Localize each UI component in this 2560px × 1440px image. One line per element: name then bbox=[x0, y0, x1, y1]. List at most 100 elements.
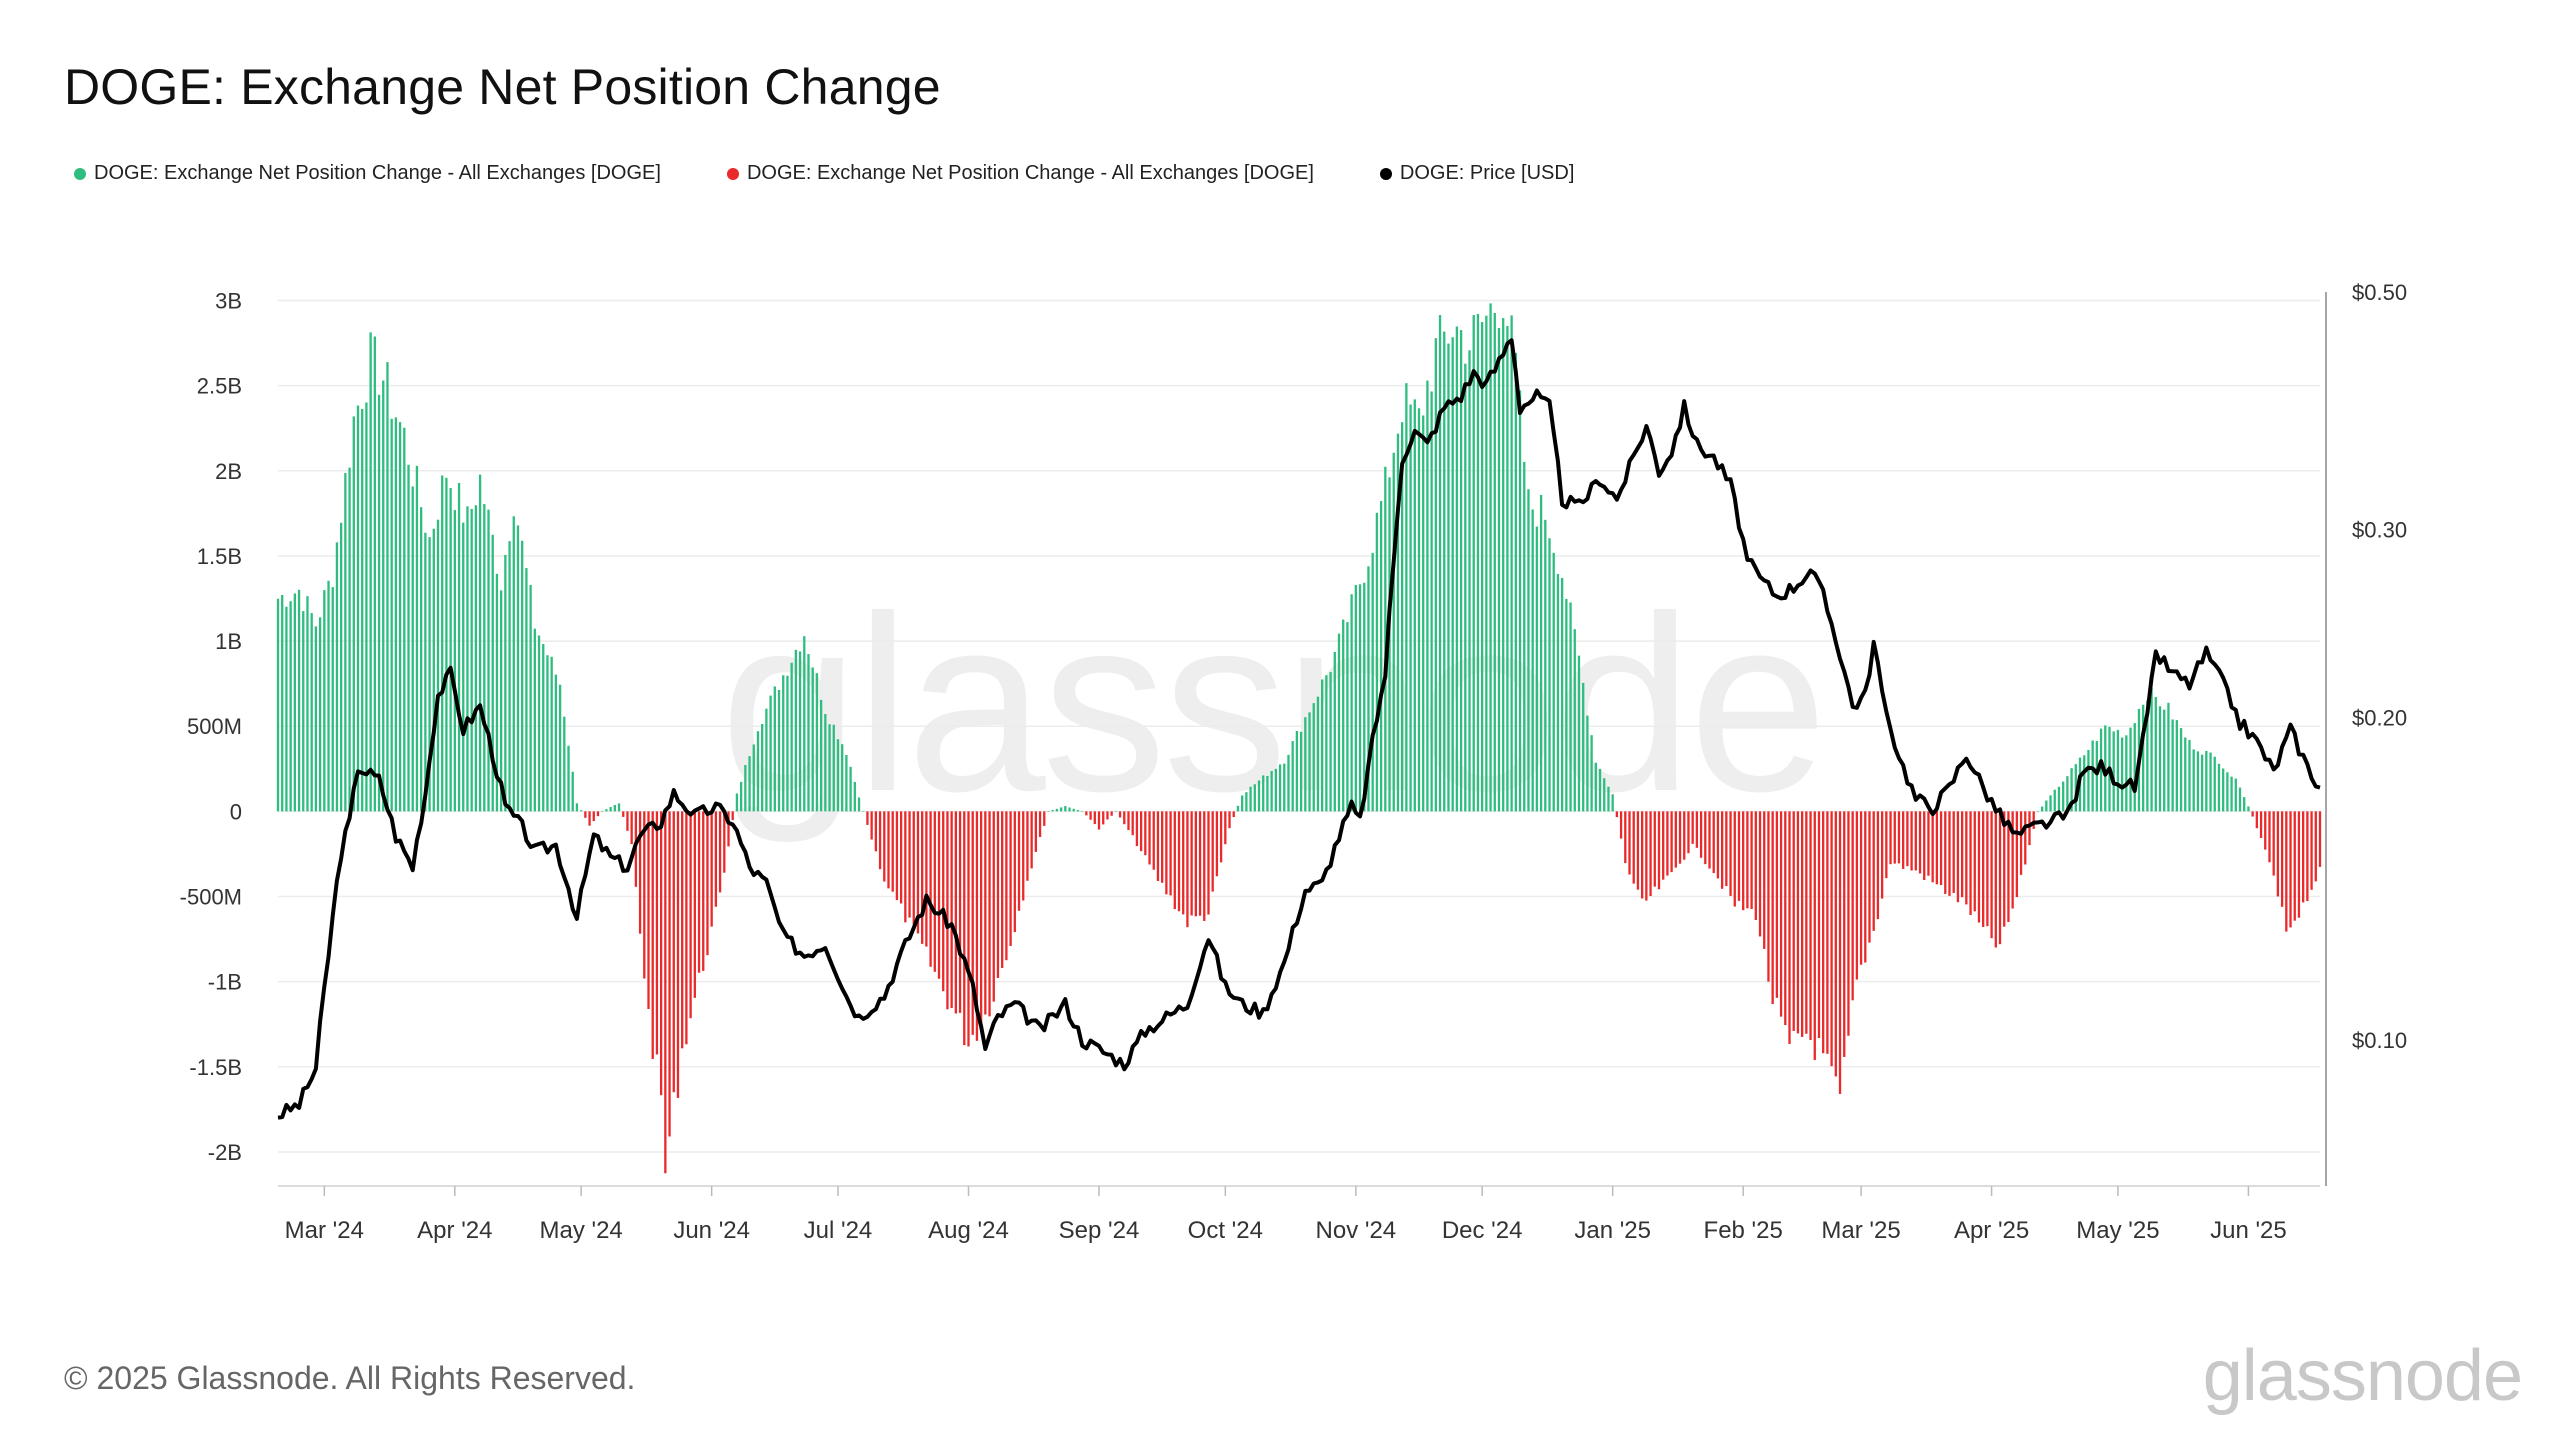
bar-negative bbox=[2024, 811, 2027, 865]
bar-positive bbox=[550, 656, 553, 812]
bar-positive bbox=[289, 601, 292, 812]
bar-positive bbox=[1055, 808, 1059, 812]
bar-negative bbox=[1712, 811, 1715, 874]
bar-positive bbox=[857, 797, 861, 812]
bar-negative bbox=[916, 811, 920, 934]
bar-positive bbox=[1333, 651, 1336, 812]
bar-positive bbox=[1607, 786, 1610, 812]
bar-positive bbox=[739, 781, 743, 812]
bar-negative bbox=[2280, 811, 2284, 907]
bar-negative bbox=[689, 811, 692, 1019]
bar-positive bbox=[432, 528, 435, 812]
bar-negative bbox=[2015, 811, 2019, 898]
bar-negative bbox=[963, 811, 966, 1046]
bar-positive bbox=[420, 507, 423, 812]
bar-positive bbox=[769, 695, 772, 812]
bar-positive bbox=[2062, 781, 2065, 812]
bar-negative bbox=[1927, 811, 1930, 876]
bar-negative bbox=[870, 811, 873, 840]
legend-item-outflow[interactable]: DOGE: Exchange Net Position Change - All… bbox=[726, 162, 1314, 185]
bar-negative bbox=[1792, 811, 1795, 1031]
bar-negative bbox=[710, 811, 713, 927]
bar-negative bbox=[622, 811, 625, 817]
bar-negative bbox=[1131, 811, 1134, 836]
bar-positive bbox=[735, 793, 739, 812]
left-tick-label: -500M bbox=[180, 885, 242, 910]
legend-item-price[interactable]: DOGE: Price [USD] bbox=[1379, 162, 1574, 185]
bar-negative bbox=[1645, 811, 1648, 901]
bar-positive bbox=[508, 541, 511, 812]
bar-negative bbox=[1902, 811, 1905, 869]
bar-positive bbox=[815, 673, 819, 812]
bar-negative bbox=[874, 811, 878, 852]
bar-positive bbox=[2200, 754, 2204, 812]
right-tick-label: $0.20 bbox=[2352, 706, 2407, 731]
bar-negative bbox=[1624, 811, 1627, 864]
bar-positive bbox=[1114, 811, 1118, 812]
bar-positive bbox=[1611, 794, 1614, 812]
bar-negative bbox=[659, 811, 663, 1096]
bar-positive bbox=[1367, 566, 1370, 812]
bar-negative bbox=[2268, 811, 2271, 863]
bar-positive bbox=[390, 418, 393, 812]
bar-negative bbox=[904, 811, 907, 923]
gridlines bbox=[278, 299, 2320, 1153]
bar-negative bbox=[706, 811, 709, 956]
bar-positive bbox=[529, 584, 532, 812]
bar-negative bbox=[1043, 811, 1046, 826]
bar-negative bbox=[1847, 811, 1850, 1036]
bar-negative bbox=[1822, 811, 1825, 1054]
bar-positive bbox=[1354, 585, 1357, 812]
bar-negative bbox=[1636, 811, 1640, 890]
bar-positive bbox=[828, 724, 831, 812]
bar-negative bbox=[693, 811, 696, 998]
bar-negative bbox=[992, 811, 995, 1002]
bar-positive bbox=[1064, 806, 1067, 812]
bar-positive bbox=[782, 675, 785, 812]
bar-negative bbox=[971, 811, 974, 1035]
bar-negative bbox=[676, 811, 680, 1098]
bar-positive bbox=[2217, 763, 2221, 812]
bar-negative bbox=[664, 811, 667, 1174]
legend-dot-green bbox=[74, 167, 86, 180]
x-tick-label: Sep '24 bbox=[1059, 1217, 1140, 1244]
bar-positive bbox=[579, 810, 583, 812]
bar-negative bbox=[1219, 811, 1223, 863]
bar-positive bbox=[491, 534, 494, 812]
bar-negative bbox=[1880, 811, 1884, 899]
bar-negative bbox=[630, 811, 633, 845]
bar-positive bbox=[2133, 723, 2136, 812]
bar-positive bbox=[1047, 811, 1050, 812]
bar-negative bbox=[2011, 811, 2014, 909]
left-tick-label: -2B bbox=[208, 1140, 242, 1165]
bar-positive bbox=[2112, 731, 2115, 812]
bar-negative bbox=[967, 811, 970, 1047]
bar-negative bbox=[2302, 811, 2305, 903]
bar-positive bbox=[2146, 700, 2149, 812]
bar-positive bbox=[1476, 313, 1480, 812]
bar-positive bbox=[1253, 784, 1256, 812]
bar-negative bbox=[1224, 811, 1227, 845]
bar-positive bbox=[1417, 408, 1421, 812]
bar-negative bbox=[1097, 811, 1101, 830]
bar-positive bbox=[1426, 380, 1429, 812]
bar-negative bbox=[1691, 811, 1694, 844]
bar-positive bbox=[1342, 619, 1345, 812]
bar-positive bbox=[744, 765, 747, 812]
bar-negative bbox=[883, 811, 886, 882]
bar-negative bbox=[1228, 811, 1231, 829]
bar-positive bbox=[617, 803, 621, 812]
bar-positive bbox=[790, 662, 793, 812]
bar-negative bbox=[1725, 811, 1728, 887]
bar-negative bbox=[1889, 811, 1892, 865]
bar-negative bbox=[1720, 811, 1724, 889]
bar-positive bbox=[1068, 807, 1071, 812]
bar-negative bbox=[2264, 811, 2267, 850]
bar-negative bbox=[672, 811, 675, 1093]
bar-positive bbox=[302, 611, 305, 812]
legend-item-inflow[interactable]: DOGE: Exchange Net Position Change - All… bbox=[74, 162, 661, 185]
x-tick-label: Apr '25 bbox=[1954, 1217, 2029, 1244]
bar-negative bbox=[1897, 811, 1901, 864]
bar-positive bbox=[1590, 735, 1593, 812]
